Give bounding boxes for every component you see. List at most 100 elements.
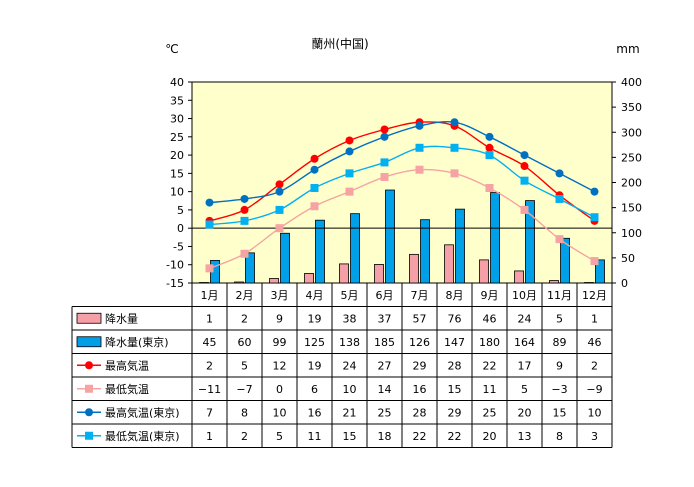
table-cell: 28	[448, 359, 462, 372]
precip-bar-s0-m3	[269, 278, 279, 284]
category-label: 7月	[411, 289, 429, 302]
table-cell: 22	[483, 359, 497, 372]
left-axis: 40 35 30 25 20 15 10 5 0 -5 -10 -15	[166, 76, 613, 290]
table-cell: 19	[308, 359, 322, 372]
table-cell: 0	[276, 383, 283, 396]
table-cell: 5	[276, 430, 283, 443]
table-cell: 57	[413, 312, 427, 325]
table-cell: 99	[273, 336, 287, 349]
table-cell: 10	[588, 406, 602, 419]
table-cell: 185	[374, 336, 395, 349]
table-cell: 180	[479, 336, 500, 349]
table-cell: 14	[378, 383, 392, 396]
point-s4-m4	[310, 165, 319, 174]
point-s4-m8	[450, 118, 459, 127]
point-s3-m3	[275, 224, 284, 233]
precip-bar-s0-m12	[584, 282, 594, 284]
precip-bar-s0-m5	[339, 263, 349, 284]
table-cell: 29	[413, 359, 427, 372]
precip-bar-s0-m11	[549, 280, 559, 284]
point-s4-m12	[590, 187, 599, 196]
left-tick-label: -15	[166, 277, 184, 290]
table-cell: 164	[514, 336, 535, 349]
precip-bar-s1-m3	[280, 232, 290, 284]
point-s5-m5	[345, 169, 354, 178]
left-tick-label: 10	[170, 186, 184, 199]
right-axis: 400 350 300 250 200 150 100 50 0	[612, 76, 642, 290]
chart-title: 蘭州(中国)	[311, 36, 368, 51]
table-cell: 13	[518, 430, 532, 443]
point-s2-m10	[520, 162, 529, 171]
point-s4-m3	[275, 187, 284, 196]
precip-bar-s1-m10	[525, 200, 535, 284]
point-s5-m7	[415, 143, 424, 152]
table-cell: 6	[311, 383, 318, 396]
category-label: 8月	[446, 289, 464, 302]
table-cell: 1	[591, 312, 598, 325]
table-cell: 18	[378, 430, 392, 443]
point-s3-m6	[380, 173, 389, 182]
legend-name: 最高気温(東京)	[105, 405, 180, 419]
table-cell: 2	[591, 359, 598, 372]
table-cell: 138	[339, 336, 360, 349]
category-label: 4月	[306, 289, 324, 302]
precip-bar-s0-m2	[234, 281, 244, 284]
point-s5-m10	[520, 176, 529, 185]
right-tick-label: 50	[621, 252, 635, 265]
table-cell: 8	[241, 406, 248, 419]
legend-key-marker-s2	[85, 361, 93, 370]
table-cell: 20	[483, 430, 497, 443]
legend-key-marker-s3	[85, 384, 93, 393]
table-cell: 147	[444, 336, 465, 349]
point-s3-m4	[310, 202, 319, 211]
point-s4-m5	[345, 147, 354, 156]
table-cell: 5	[556, 312, 563, 325]
table-cell: 5	[241, 359, 248, 372]
left-tick-label: -5	[173, 240, 184, 253]
category-label: 10月	[512, 289, 537, 302]
legend-name: 降水量(東京)	[105, 335, 169, 349]
table-cell: 8	[556, 430, 563, 443]
left-tick-label: 0	[177, 222, 184, 235]
category-label: 2月	[236, 289, 254, 302]
point-s4-m1	[205, 198, 214, 207]
point-s5-m2	[240, 216, 249, 225]
point-s2-m9	[485, 143, 494, 152]
point-s5-m12	[590, 213, 599, 222]
table-cell: −7	[236, 383, 252, 396]
point-s3-m5	[345, 187, 354, 196]
precip-bar-s1-m4	[315, 219, 325, 284]
table-cell: 7	[206, 406, 213, 419]
precip-bar-s1-m5	[350, 213, 360, 284]
precip-bar-s1-m8	[455, 208, 465, 284]
precip-bar-s1-m11	[560, 237, 570, 284]
precip-bar-s1-m9	[490, 192, 500, 284]
point-s2-m6	[380, 125, 389, 134]
point-s3-m10	[520, 205, 529, 214]
point-s2-m5	[345, 136, 354, 145]
point-s3-m7	[415, 165, 424, 174]
legend-key-s0	[76, 312, 102, 324]
point-s2-m4	[310, 154, 319, 163]
right-tick-label: 200	[621, 177, 642, 190]
point-s2-m2	[240, 205, 249, 214]
table-cell: 24	[343, 359, 357, 372]
table-cell: 16	[308, 406, 322, 419]
right-tick-label: 100	[621, 227, 642, 240]
point-s3-m9	[485, 183, 494, 192]
precip-bar-s0-m7	[409, 253, 419, 284]
table-cell: 12	[273, 359, 287, 372]
table-cell: 2	[241, 430, 248, 443]
right-tick-label: 150	[621, 202, 642, 215]
left-tick-label: 5	[177, 204, 184, 217]
table-cell: 22	[413, 430, 427, 443]
point-s5-m1	[205, 220, 214, 229]
table-cell: 60	[238, 336, 252, 349]
table-cell: 5	[521, 383, 528, 396]
precip-bar-s1-m7	[420, 219, 430, 284]
legend-name: 最低気温(東京)	[105, 429, 180, 443]
precip-bar-s0-m1	[199, 282, 209, 284]
table-cell: 2	[241, 312, 248, 325]
